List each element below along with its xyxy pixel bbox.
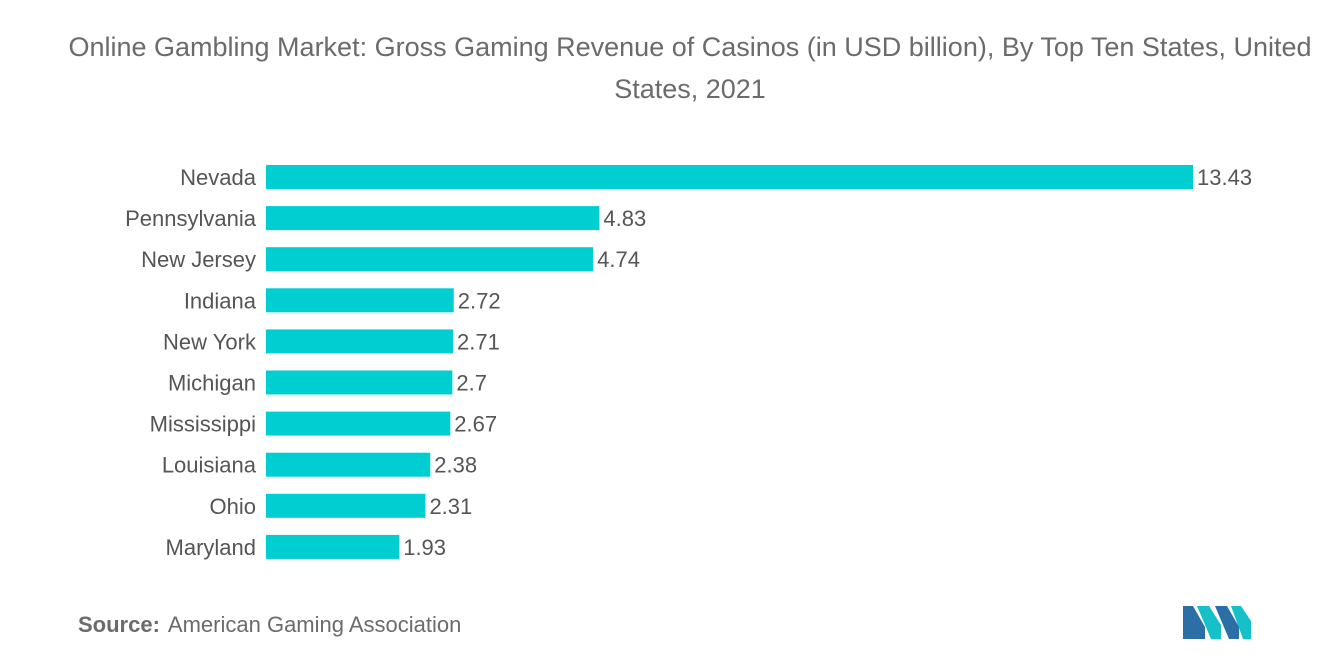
source-note: Source: American Gaming Association (78, 612, 461, 638)
logo-shape-mid (1197, 606, 1221, 639)
bar-new-jersey (266, 247, 594, 272)
logo-shape-left (1183, 606, 1205, 639)
logo-shape-mid2 (1215, 606, 1239, 639)
category-label: Michigan (168, 371, 256, 396)
category-label: Ohio (210, 494, 256, 519)
category-label: Pennsylvania (125, 206, 257, 231)
source-text: American Gaming Association (167, 612, 462, 637)
bar-maryland (266, 534, 400, 559)
chart-title: Online Gambling Market: Gross Gaming Rev… (68, 32, 1312, 104)
category-label: New Jersey (141, 247, 256, 272)
value-label: 2.71 (457, 329, 500, 354)
value-label: 2.31 (429, 494, 472, 519)
value-label: 2.67 (454, 412, 497, 437)
value-label: 4.74 (597, 247, 640, 272)
value-label: 1.93 (403, 535, 446, 560)
bar-indiana (266, 288, 454, 313)
category-label: Nevada (180, 165, 257, 190)
mordor-intelligence-logo-icon (1183, 606, 1251, 639)
bars-layer: Nevada 13.43 Pennsylvania 4.83 New Jersey 4.7… (125, 165, 1252, 560)
value-label: 4.83 (603, 206, 646, 231)
value-label: 2.38 (434, 453, 477, 478)
bar-chart: Nevada 13.43 Pennsylvania 4.83 New Jersey 4.7… (125, 165, 1252, 560)
source-label: Source: (78, 612, 160, 637)
category-label: Maryland (166, 535, 256, 560)
category-label: Indiana (184, 288, 257, 313)
bar-michigan (266, 370, 453, 395)
category-label: New York (163, 329, 257, 354)
value-label: 13.43 (1197, 165, 1252, 190)
value-label: 2.7 (456, 371, 487, 396)
logo-shape-right (1231, 606, 1251, 639)
bar-louisiana (266, 452, 431, 477)
bar-nevada (266, 165, 1193, 189)
bar-mississippi (266, 411, 451, 436)
category-label: Louisiana (162, 453, 257, 478)
bar-pennsylvania (266, 206, 600, 231)
bar-new-york (266, 329, 454, 354)
value-label: 2.72 (458, 288, 501, 313)
bar-ohio (266, 493, 426, 518)
category-label: Mississippi (150, 412, 256, 437)
